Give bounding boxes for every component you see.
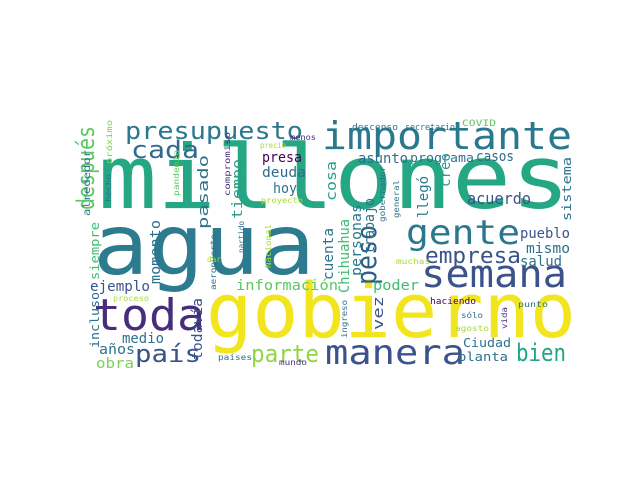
word-35: Chihuahua: [337, 219, 353, 293]
word-2: agua: [93, 196, 315, 294]
word-40: momento: [148, 220, 164, 284]
word-50: alrededor: [82, 150, 93, 216]
word-26: creo: [438, 153, 454, 187]
word-74: proceso: [113, 294, 149, 303]
word-66: partido: [237, 221, 246, 253]
word-36: cuenta: [321, 228, 337, 280]
word-53: pandemia: [172, 150, 181, 196]
word-47: años: [99, 342, 135, 358]
word-44: Ciudad: [463, 336, 511, 350]
word-32: salud: [520, 254, 562, 270]
word-59: COVID: [462, 119, 496, 129]
word-61: proyecto: [261, 196, 303, 205]
word-7: manera: [325, 333, 465, 373]
word-21: tiempo: [230, 159, 246, 219]
word-63: haciendo: [430, 297, 476, 307]
word-67: dar: [207, 255, 221, 264]
word-1: millones: [98, 126, 570, 229]
word-69: muchas: [396, 257, 430, 266]
word-25: casos: [476, 149, 514, 165]
word-58: secretario: [405, 123, 455, 133]
word-60: gobernador: [378, 166, 387, 222]
word-52: hecho: [104, 174, 113, 202]
word-56: menos: [290, 133, 316, 142]
word-51: próximo: [104, 120, 114, 164]
word-22: cosa: [324, 161, 340, 201]
word-3: gobierno: [206, 266, 576, 355]
word-13: país: [135, 340, 201, 368]
word-42: todavía: [190, 298, 206, 360]
word-43: vez: [371, 296, 387, 330]
word-5: semana: [421, 252, 567, 296]
word-8: presupuesto: [125, 117, 303, 145]
word-28: acuerdo: [467, 189, 531, 208]
word-75: países: [218, 353, 252, 362]
word-45: planta: [458, 350, 508, 364]
word-57: descenso: [352, 123, 398, 133]
word-73: vida: [500, 307, 509, 329]
word-19: hoy: [273, 181, 297, 197]
word-39: ejemplo: [90, 279, 150, 295]
word-27: llegó: [416, 176, 432, 218]
word-49: siempre: [88, 222, 102, 280]
word-6: toda: [93, 290, 205, 341]
word-38: información: [236, 278, 338, 294]
word-4: importante: [322, 114, 572, 158]
word-11: después: [72, 126, 100, 210]
word-30: pueblo: [520, 226, 570, 242]
word-41: medio: [122, 331, 164, 347]
word-64: punto: [518, 300, 548, 309]
word-12: cada: [131, 136, 199, 164]
word-24: programa: [410, 151, 474, 165]
word-55: precio: [260, 141, 286, 150]
word-46: obra: [96, 356, 134, 372]
word-9: gente: [406, 213, 520, 253]
word-62: general: [392, 180, 401, 218]
word-70: ingreso: [340, 300, 349, 338]
word-71: sólo: [461, 310, 483, 320]
word-76: mundo: [279, 358, 307, 367]
word-10: peso: [350, 225, 383, 285]
word-17: presa: [262, 150, 302, 166]
word-15: bien: [516, 339, 566, 367]
word-48: incluso: [88, 292, 102, 348]
word-33: trabajo: [362, 198, 378, 254]
word-23: asunto: [358, 151, 408, 167]
word-65: aeropuerto: [209, 234, 218, 290]
word-18: deuda: [262, 165, 306, 181]
word-54: compromiso: [223, 132, 232, 196]
word-37: poder: [373, 278, 419, 294]
word-31: mismo: [526, 241, 570, 257]
word-29: sistema: [560, 157, 574, 221]
word-16: empresa: [425, 244, 521, 269]
word-34: personas: [349, 204, 365, 276]
word-72: agosto: [455, 324, 489, 333]
word-68: Nacional: [264, 224, 273, 268]
word-14: parte: [251, 340, 319, 368]
word-20: pasado: [196, 155, 212, 229]
